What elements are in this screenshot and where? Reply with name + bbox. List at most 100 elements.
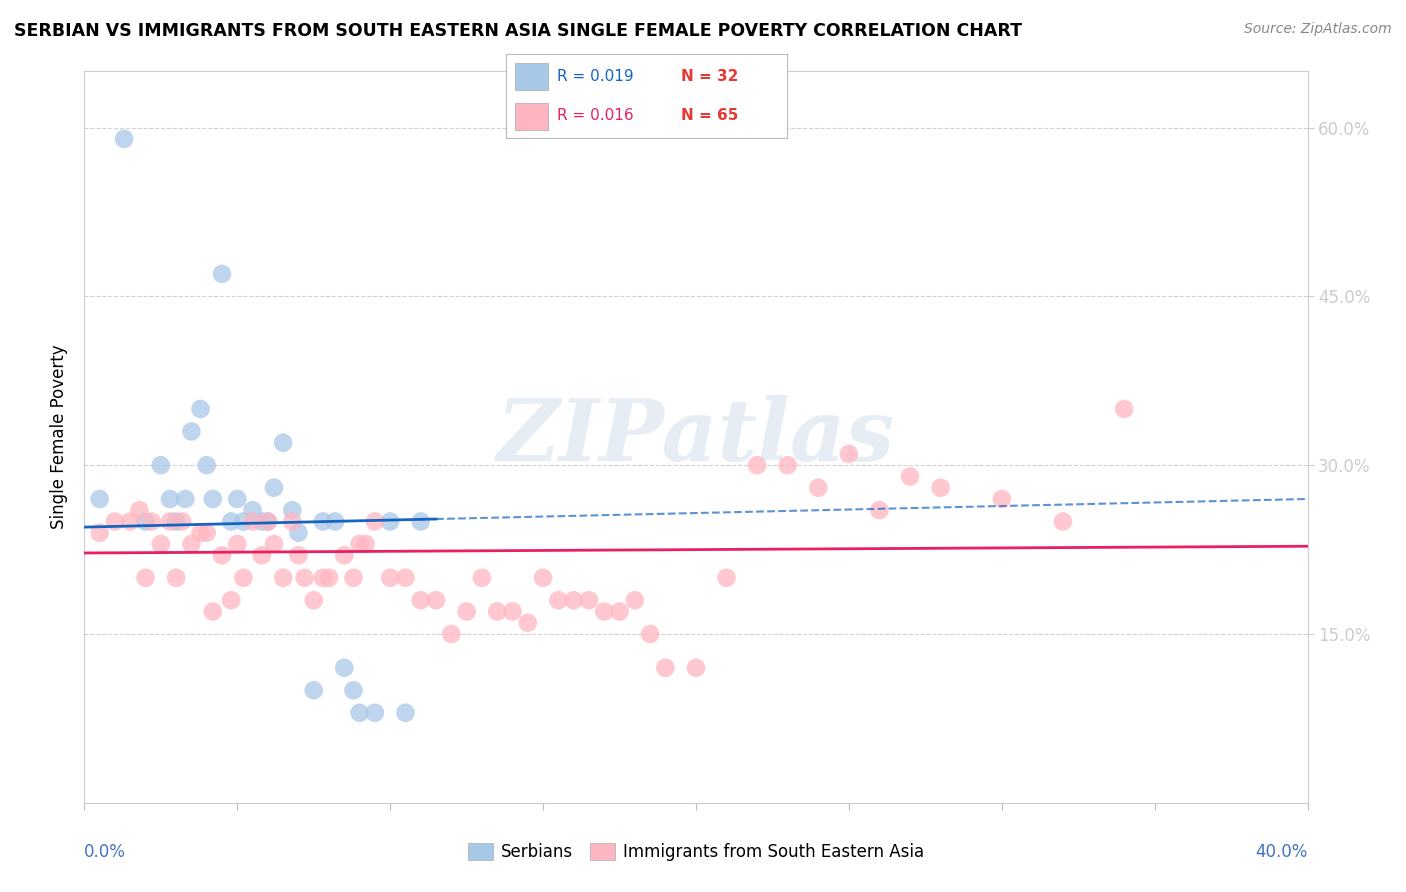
Point	[120, 515, 142, 529]
Point	[929, 481, 952, 495]
Point	[174, 491, 197, 506]
Text: Source: ZipAtlas.com: Source: ZipAtlas.com	[1244, 22, 1392, 37]
Point	[104, 515, 127, 529]
Point	[219, 593, 242, 607]
Point	[312, 515, 335, 529]
Point	[165, 515, 187, 529]
Point	[747, 458, 769, 473]
Text: N = 65: N = 65	[681, 108, 738, 123]
Point	[242, 503, 264, 517]
Legend: Serbians, Immigrants from South Eastern Asia: Serbians, Immigrants from South Eastern …	[461, 836, 931, 868]
Point	[654, 661, 676, 675]
Point	[531, 571, 554, 585]
Point	[409, 593, 432, 607]
Point	[609, 605, 631, 619]
Point	[333, 548, 356, 562]
Point	[349, 706, 371, 720]
Point	[180, 425, 202, 439]
Point	[456, 605, 478, 619]
Point	[562, 593, 585, 607]
Point	[141, 515, 163, 529]
Point	[263, 537, 285, 551]
Point	[242, 515, 264, 529]
Point	[135, 571, 157, 585]
Point	[638, 627, 661, 641]
Text: 40.0%: 40.0%	[1256, 843, 1308, 861]
Point	[257, 515, 280, 529]
Point	[425, 593, 447, 607]
Point	[281, 503, 304, 517]
Point	[716, 571, 738, 585]
Point	[226, 537, 249, 551]
Point	[294, 571, 316, 585]
Point	[776, 458, 799, 473]
Point	[201, 605, 224, 619]
Point	[250, 515, 273, 529]
Point	[349, 537, 371, 551]
Point	[394, 571, 416, 585]
Point	[323, 515, 346, 529]
Point	[263, 481, 285, 495]
Point	[172, 515, 194, 529]
Point	[471, 571, 494, 585]
Point	[159, 515, 181, 529]
Point	[394, 706, 416, 720]
Text: N = 32: N = 32	[681, 69, 738, 84]
Point	[354, 537, 377, 551]
Point	[211, 548, 233, 562]
Point	[271, 435, 294, 450]
FancyBboxPatch shape	[515, 103, 548, 130]
Point	[333, 661, 356, 675]
Point	[302, 593, 325, 607]
Point	[195, 525, 218, 540]
Point	[380, 515, 402, 529]
Point	[89, 491, 111, 506]
Point	[364, 515, 387, 529]
Point	[135, 515, 157, 529]
Point	[318, 571, 340, 585]
Point	[991, 491, 1014, 506]
Point	[547, 593, 569, 607]
Point	[250, 548, 273, 562]
Point	[1114, 401, 1136, 416]
Text: 0.0%: 0.0%	[84, 843, 127, 861]
Point	[302, 683, 325, 698]
Point	[165, 571, 187, 585]
Text: R = 0.019: R = 0.019	[557, 69, 633, 84]
Point	[869, 503, 891, 517]
Point	[128, 503, 150, 517]
Point	[149, 458, 172, 473]
Point	[685, 661, 707, 675]
Point	[226, 491, 249, 506]
Point	[190, 525, 212, 540]
Point	[219, 515, 242, 529]
Point	[281, 515, 304, 529]
Point	[838, 447, 860, 461]
Point	[190, 401, 212, 416]
Point	[342, 571, 364, 585]
Point	[1052, 515, 1074, 529]
Point	[624, 593, 647, 607]
Point	[159, 491, 181, 506]
Point	[211, 267, 233, 281]
Y-axis label: Single Female Poverty: Single Female Poverty	[51, 345, 69, 529]
Point	[232, 515, 254, 529]
Point	[232, 571, 254, 585]
Point	[149, 537, 172, 551]
Point	[807, 481, 830, 495]
Point	[486, 605, 509, 619]
Point	[271, 571, 294, 585]
Point	[516, 615, 538, 630]
Point	[312, 571, 335, 585]
Point	[440, 627, 463, 641]
Point	[502, 605, 524, 619]
Point	[89, 525, 111, 540]
Point	[287, 548, 309, 562]
Point	[112, 132, 135, 146]
Point	[195, 458, 218, 473]
FancyBboxPatch shape	[515, 62, 548, 90]
Point	[364, 706, 387, 720]
Point	[593, 605, 616, 619]
Text: R = 0.016: R = 0.016	[557, 108, 633, 123]
Point	[180, 537, 202, 551]
